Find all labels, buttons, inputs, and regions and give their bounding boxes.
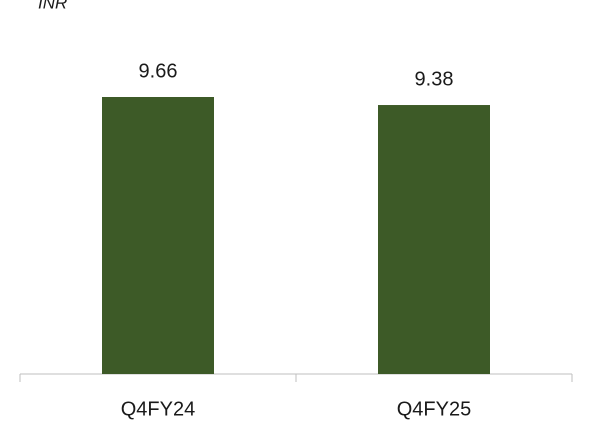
- unit-label: INR: [38, 0, 67, 12]
- x-tick-label: Q4FY24: [121, 398, 195, 420]
- value-label: 9.38: [415, 68, 454, 90]
- bar: [378, 105, 490, 374]
- value-label: 9.66: [139, 60, 178, 82]
- x-tick-label: Q4FY25: [397, 398, 471, 420]
- bar: [102, 97, 214, 374]
